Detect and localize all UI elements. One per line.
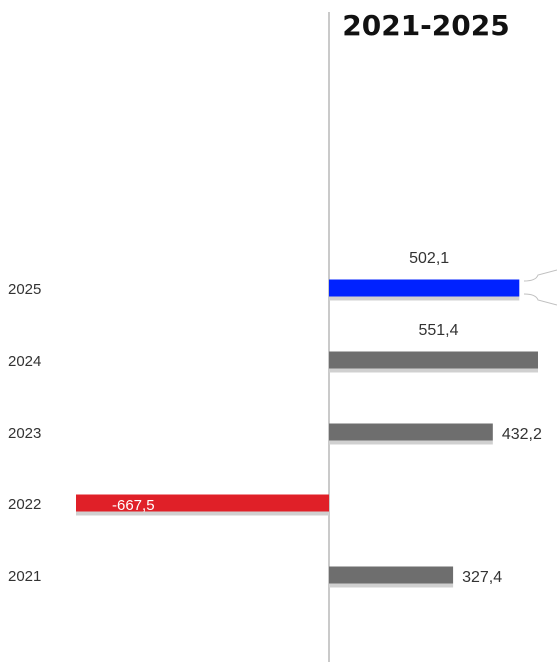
bar-shadow: [329, 296, 520, 301]
value-label: 327,4: [462, 569, 502, 586]
bar-shadow: [329, 583, 454, 588]
bar-2023: [329, 423, 493, 441]
bar-2021: [329, 566, 454, 584]
bar-shadow: [329, 440, 493, 445]
value-label: 551,4: [418, 322, 458, 339]
category-label: 2025: [8, 281, 41, 298]
value-label: 432,2: [502, 426, 542, 443]
bar-shadow: [76, 511, 329, 516]
bar-2024: [329, 351, 538, 369]
category-label: 2021: [8, 568, 41, 585]
category-label: 2024: [8, 353, 41, 370]
bracket-annotation: [523, 269, 557, 306]
bar-2022: [76, 494, 329, 512]
value-label: -667,5: [112, 497, 155, 514]
bar-shadow: [329, 368, 538, 373]
bar-2025: [329, 279, 520, 297]
category-label: 2023: [8, 425, 41, 442]
chart-title: 2021-2025: [342, 9, 509, 42]
category-label: 2022: [8, 496, 41, 513]
value-label: 502,1: [409, 250, 449, 267]
